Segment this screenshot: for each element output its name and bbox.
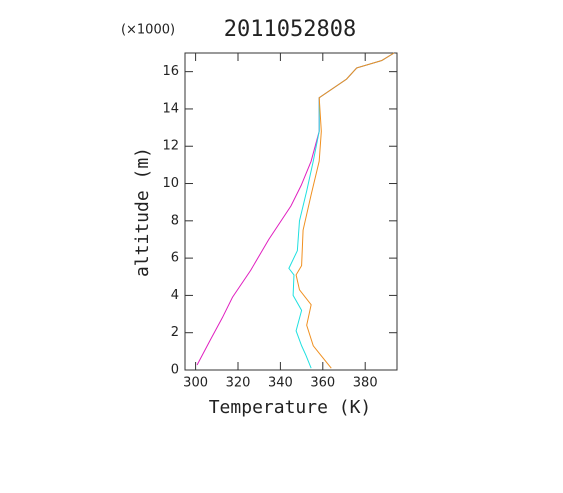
- y-multiplier: (×1000): [121, 23, 175, 38]
- x-tick-label: 380: [353, 376, 378, 391]
- x-axis-title: Temperature (K): [209, 397, 372, 418]
- y-tick-label: 8: [171, 213, 179, 228]
- y-tick-label: 6: [171, 251, 179, 266]
- y-tick-label: 4: [171, 288, 179, 303]
- data-line: [196, 52, 395, 366]
- y-tick-label: 0: [171, 363, 179, 378]
- data-line: [295, 52, 395, 369]
- y-tick-label: 16: [162, 64, 179, 79]
- y-tick-label: 12: [162, 139, 179, 154]
- x-tick-label: 340: [268, 376, 293, 391]
- data-line: [288, 52, 395, 369]
- y-tick-label: 10: [162, 176, 179, 191]
- y-axis-title: altitude (m): [132, 147, 153, 277]
- x-tick-label: 360: [310, 376, 335, 391]
- x-tick-label: 300: [183, 376, 208, 391]
- y-tick-label: 14: [162, 101, 179, 116]
- y-tick-label: 2: [171, 325, 179, 340]
- plot-frame: [184, 52, 398, 371]
- chart-title: 2011052808: [224, 17, 356, 42]
- x-tick-label: 320: [226, 376, 251, 391]
